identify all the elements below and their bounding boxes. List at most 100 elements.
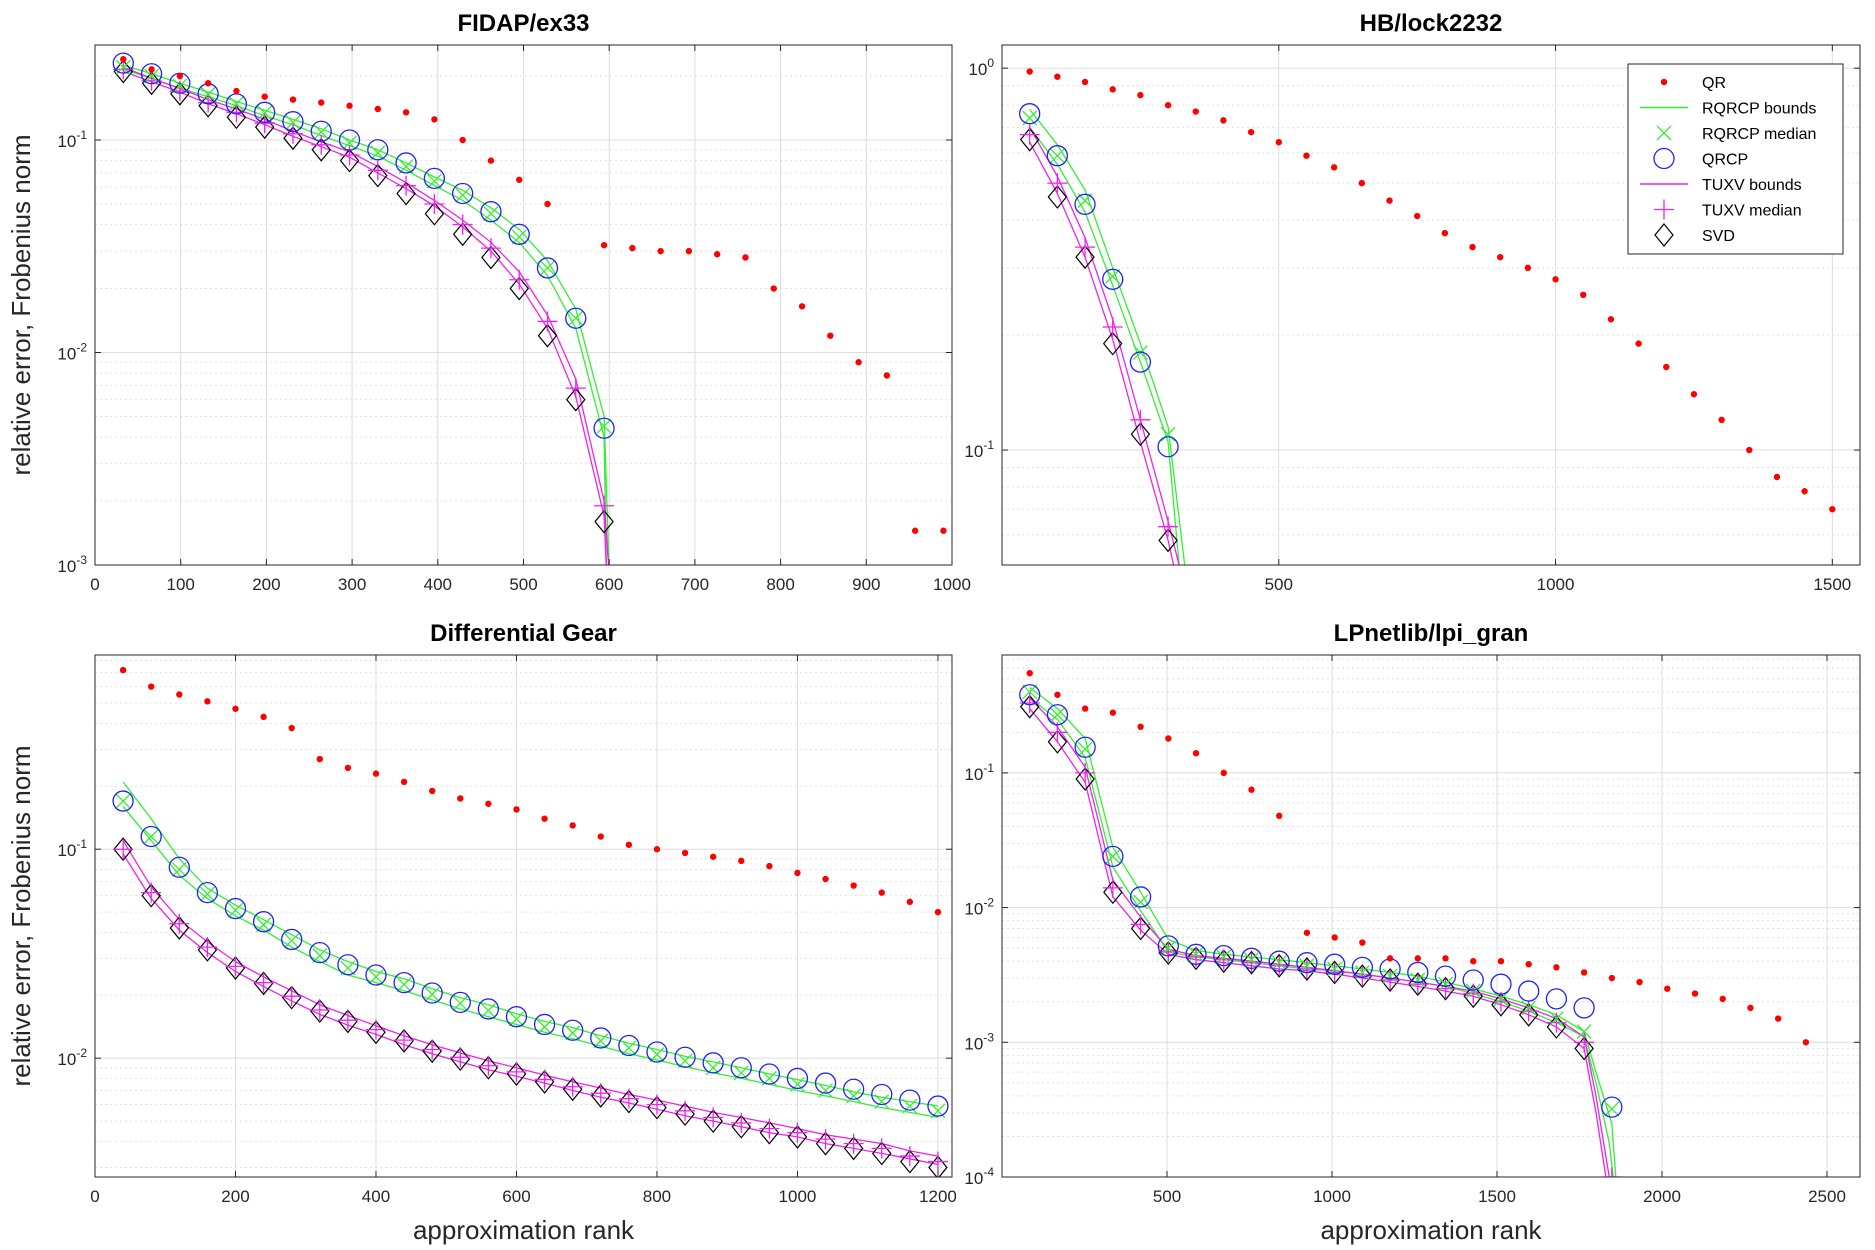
qr-marker	[119, 666, 127, 674]
rqrcp-median-marker	[1188, 946, 1204, 962]
svd-marker	[1269, 953, 1289, 978]
qrcp-marker	[1601, 1096, 1623, 1118]
qrcp-marker	[337, 954, 359, 976]
qr-marker	[1330, 164, 1338, 171]
tuxv-median-marker	[537, 311, 558, 332]
qr-marker	[1718, 416, 1725, 424]
qrcp-marker	[252, 911, 275, 933]
svd-marker	[450, 1047, 471, 1072]
qrcp-marker	[1323, 953, 1346, 975]
qr-marker	[1580, 969, 1588, 976]
svd-marker	[396, 181, 416, 206]
qr-marker	[1303, 929, 1311, 936]
tuxv-median-marker	[1130, 914, 1151, 935]
svd-marker	[113, 59, 134, 84]
qrcp-marker	[140, 825, 162, 848]
rqrcp-median-marker	[1576, 1024, 1592, 1040]
qr-marker	[1663, 363, 1670, 371]
svd-marker	[283, 126, 303, 151]
tuxv-bound-line	[122, 840, 939, 1157]
plot-area	[1002, 655, 1860, 1177]
y-axis-label: relative error, Frobenius norm	[6, 134, 36, 475]
qr-marker	[1607, 316, 1615, 323]
rqrcp-median-marker	[902, 1098, 918, 1114]
qr-marker	[850, 882, 857, 889]
qr-marker	[1802, 1039, 1810, 1046]
qrcp-marker	[367, 139, 389, 161]
legend-label: RQRCP median	[1702, 126, 1816, 143]
qrcp-marker	[1240, 947, 1263, 969]
tuxv-median-marker	[899, 1146, 920, 1167]
rqrcp-median-marker	[1077, 741, 1093, 757]
qr-marker	[400, 778, 408, 786]
tuxv-median-marker	[1601, 1167, 1622, 1177]
panel-2: 500 1000 1500 10-1 100 HB/lock2232 QR RQRCP bou…	[964, 10, 1861, 594]
qrcp-marker	[1074, 736, 1096, 758]
qrcp-marker	[1296, 952, 1318, 974]
svd-marker	[1213, 949, 1234, 974]
qr-marker	[629, 244, 636, 252]
qr-marker	[1276, 812, 1283, 820]
tuxv-median-marker	[450, 1047, 471, 1068]
tuxv-median-marker	[309, 1000, 330, 1021]
tuxv-median-marker	[424, 193, 445, 214]
rqrcp-bound-line	[1029, 126, 1180, 565]
qrcp-marker	[196, 881, 219, 904]
legend-box	[1627, 63, 1844, 255]
qr-marker	[855, 359, 862, 366]
tuxv-median-marker	[282, 123, 303, 144]
rqrcp-median-marker	[284, 933, 300, 949]
svd-marker	[113, 837, 133, 862]
x-tick-label: 200	[221, 1187, 249, 1206]
svd-marker	[1047, 185, 1068, 209]
tuxv-median-marker	[478, 1055, 499, 1076]
svd-marker	[338, 1009, 358, 1034]
qr-marker	[1192, 749, 1200, 757]
x-tick-label: 0	[90, 575, 99, 594]
qrcp-marker	[282, 111, 304, 133]
qrcp-marker	[533, 1013, 556, 1036]
rqrcp-median-marker	[540, 260, 555, 276]
qr-marker	[1247, 128, 1255, 136]
rqrcp-median-marker	[1493, 991, 1509, 1007]
rqrcp-median-marker	[455, 187, 471, 203]
legend-label: QR	[1702, 75, 1726, 92]
svd-marker	[452, 222, 473, 247]
qr-marker	[738, 857, 745, 865]
tuxv-median-marker	[871, 1138, 892, 1159]
tuxv-median-marker	[590, 1083, 611, 1104]
svd-marker	[534, 1069, 555, 1094]
svd-marker	[590, 1083, 611, 1108]
y-tick-label: 10-2	[964, 896, 994, 919]
panel-4: 500 1000 1500 2000 2500 10-4 10-3 10-2 10-1 LPnet…	[964, 620, 1861, 1245]
tuxv-median-marker	[1490, 991, 1511, 1012]
svd-marker	[197, 937, 218, 962]
qr-marker	[653, 846, 661, 853]
svd-marker	[843, 1136, 864, 1161]
rqrcp-median-marker	[874, 1094, 890, 1110]
series-group	[112, 666, 949, 1177]
qr-marker	[1275, 138, 1282, 146]
tuxv-median-marker	[281, 986, 302, 1007]
legend-label: TUXV median	[1702, 203, 1802, 220]
qrcp-marker	[112, 52, 134, 74]
qrcp-marker	[452, 182, 474, 205]
y-tick-label: 10-3	[57, 553, 87, 576]
x-tick-label: 1200	[919, 1187, 957, 1206]
x-tick-label: 800	[643, 1187, 671, 1206]
tuxv-median-marker	[1435, 978, 1456, 999]
x-tick-label: 500	[1153, 1187, 1181, 1206]
svd-marker	[170, 81, 190, 106]
qr-marker	[1442, 955, 1449, 962]
rqrcp-median-marker	[452, 995, 468, 1011]
x-tick-label: 0	[90, 1187, 99, 1206]
qrcp-marker	[508, 223, 530, 245]
rqrcp-median-marker	[1548, 1011, 1564, 1027]
qr-marker	[1636, 978, 1643, 986]
svd-marker	[394, 1028, 414, 1053]
rqrcp-median-marker	[818, 1083, 834, 1099]
qrcp-marker	[899, 1089, 921, 1111]
qr-marker	[1746, 446, 1753, 454]
tuxv-median-marker	[254, 113, 275, 134]
rqrcp-median-marker	[509, 1011, 524, 1027]
